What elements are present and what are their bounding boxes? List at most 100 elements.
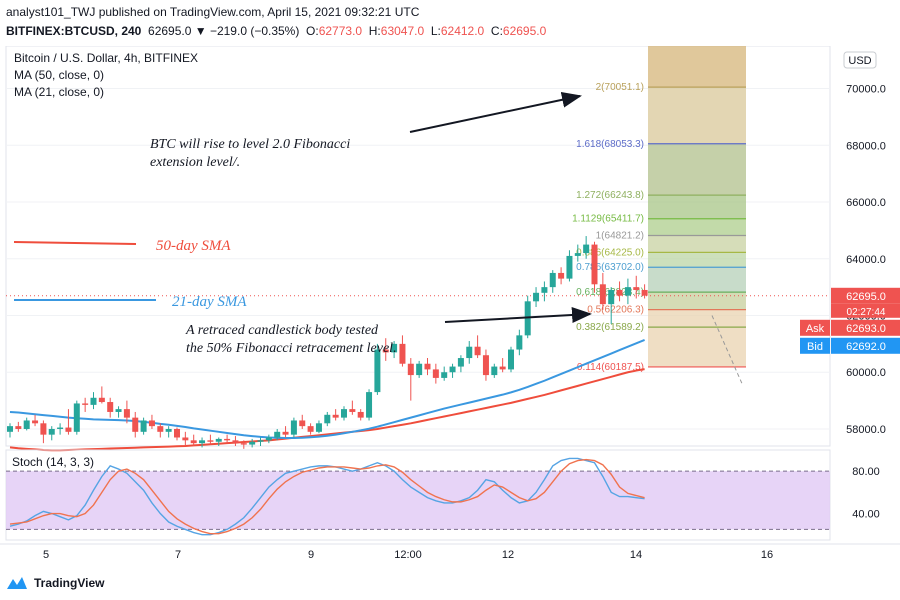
bid-tag-label: Bid <box>807 341 823 353</box>
currency-label: USD <box>848 55 871 67</box>
overlay: Bitcoin / U.S. Dollar, 4h, BITFINEX MA (… <box>12 51 592 469</box>
fib-band <box>648 327 746 367</box>
candle-body <box>257 440 264 442</box>
candle-body <box>290 420 297 435</box>
price-scale[interactable]: USD 62695.0 02:27:44 62693.0 Ask 62692.0 Bid <box>800 51 900 354</box>
candle-body <box>249 441 256 445</box>
price-tick-label: 70000.0 <box>846 84 886 96</box>
candle-body <box>107 402 114 412</box>
sma50-line <box>9 368 645 452</box>
candle-body <box>616 289 623 296</box>
stoch-pane[interactable] <box>5 449 831 541</box>
candle-body <box>307 426 314 432</box>
candle-body <box>324 414 331 424</box>
time-tick-label: 12:00 <box>394 549 422 561</box>
fib-level-label: 1.1129(65411.7) <box>572 214 644 225</box>
candle-body <box>232 440 239 444</box>
fib-level-label: 0.786(63702.0) <box>576 262 644 273</box>
price-tick-label: 66000.0 <box>846 197 886 209</box>
candle-body <box>65 427 72 432</box>
projection-dashed-line <box>711 315 743 384</box>
stoch-legend: Stoch (14, 3, 3) <box>12 455 94 469</box>
candle-body <box>332 414 339 418</box>
time-tick-label: 16 <box>761 549 773 561</box>
candle-body <box>416 363 423 376</box>
candle-body <box>533 292 540 302</box>
last-price-tag-bg <box>831 287 900 304</box>
candle-body <box>240 443 247 445</box>
candle-body <box>541 287 548 293</box>
candle-body <box>382 349 389 353</box>
time-tick-label: 7 <box>175 549 181 561</box>
candle-body <box>374 349 381 393</box>
candle-body <box>115 409 122 412</box>
candle-body <box>282 431 289 435</box>
stoch-tick-label: 80.00 <box>852 466 880 478</box>
candle-body <box>449 366 456 373</box>
ask-tag-label: Ask <box>806 323 825 335</box>
fib-band <box>648 292 746 310</box>
candle-body <box>583 244 590 254</box>
sma50-legend-line <box>13 241 137 245</box>
close-key: C: <box>490 24 503 38</box>
fib-band <box>648 195 746 219</box>
header-bar: analyst101_TWJ published on TradingView.… <box>0 0 900 46</box>
candle-body <box>82 403 89 405</box>
candle-body <box>349 409 356 412</box>
candle-body <box>424 363 431 370</box>
ma21-legend: MA (21, close, 0) <box>14 85 104 99</box>
candle-body <box>341 409 347 418</box>
price-tick-label: 68000.0 <box>846 140 886 152</box>
price-tick-label: 60000.0 <box>846 367 886 379</box>
fib-band <box>648 252 746 268</box>
fib-level-label: 0.114(60187.5) <box>577 362 644 373</box>
candle-body <box>432 369 439 378</box>
candle-body <box>315 423 322 432</box>
last-price-tag: 62695.0 <box>846 291 886 303</box>
fib-level-label: 0.382(61589.2) <box>576 322 644 333</box>
candle-body <box>40 423 47 435</box>
ma50-legend: MA (50, close, 0) <box>14 68 104 82</box>
candle-body <box>157 426 164 432</box>
candle-body <box>190 440 197 444</box>
price-pane-frame <box>5 46 831 447</box>
candle-body <box>574 253 581 256</box>
candle-body <box>90 397 97 405</box>
candle-body <box>265 437 272 441</box>
price-pane[interactable]: 2(70051.1) 1.618(68053.3) 1.272(66243.8) 1.… <box>5 46 831 452</box>
candle-body <box>549 272 556 288</box>
candle-body <box>457 358 464 367</box>
symbol-ohlc-line: BITFINEX:BTCUSD, 240 62695.0 ▼ −219.0 (−… <box>6 24 546 38</box>
candle-body <box>391 343 398 353</box>
price-tick-label: 64000.0 <box>846 254 886 266</box>
candle-body <box>215 438 222 442</box>
axes: 58000.060000.062000.064000.066000.068000… <box>0 84 900 561</box>
candle-body <box>32 420 39 424</box>
candle-body <box>441 372 448 378</box>
candle-body <box>182 437 189 441</box>
candle-body <box>140 420 147 432</box>
fib-level-label: 0.886(64225.0) <box>576 247 644 258</box>
bid-tag: 62692.0 <box>846 341 886 353</box>
ask-tag-label-bg <box>800 319 830 336</box>
candle-body <box>474 346 481 356</box>
fib-level-label: 1.272(66243.8) <box>576 190 644 201</box>
candle-body <box>207 440 214 442</box>
time-tick-label: 5 <box>43 549 49 561</box>
symbol-label: BITFINEX:BTCUSD, 240 <box>6 24 142 38</box>
high-key: H: <box>368 24 381 38</box>
time-tick-label: 14 <box>630 549 642 561</box>
fib-extension-arrow <box>409 91 582 133</box>
fib-extension-annotation-line2: extension level/. <box>150 155 240 170</box>
candle-body <box>7 426 13 432</box>
candle-body <box>641 289 648 296</box>
fib-band <box>648 267 746 293</box>
stoch-k-line <box>9 457 645 536</box>
candle-body <box>48 428 55 435</box>
candle-body <box>482 355 489 376</box>
publisher-line: analyst101_TWJ published on TradingView.… <box>6 5 420 19</box>
chart-area[interactable]: 2(70051.1) 1.618(68053.3) 1.272(66243.8) 1.… <box>0 46 900 570</box>
chart-legend-title: Bitcoin / U.S. Dollar, 4h, BITFINEX <box>14 51 198 65</box>
fib-level-label: 1(64821.2) <box>596 230 644 241</box>
currency-button[interactable] <box>843 51 877 69</box>
